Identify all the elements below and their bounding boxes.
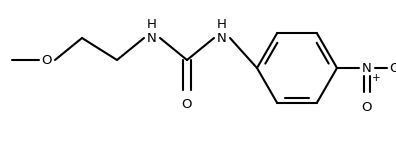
Text: N: N: [362, 62, 372, 74]
Text: H: H: [217, 17, 227, 30]
Text: O: O: [362, 100, 372, 114]
Text: O: O: [42, 53, 52, 66]
Text: O: O: [182, 99, 192, 111]
Text: +: +: [372, 73, 380, 83]
Text: O: O: [390, 62, 396, 74]
Text: N: N: [217, 32, 227, 45]
Text: H: H: [147, 17, 157, 30]
Text: N: N: [147, 32, 157, 45]
